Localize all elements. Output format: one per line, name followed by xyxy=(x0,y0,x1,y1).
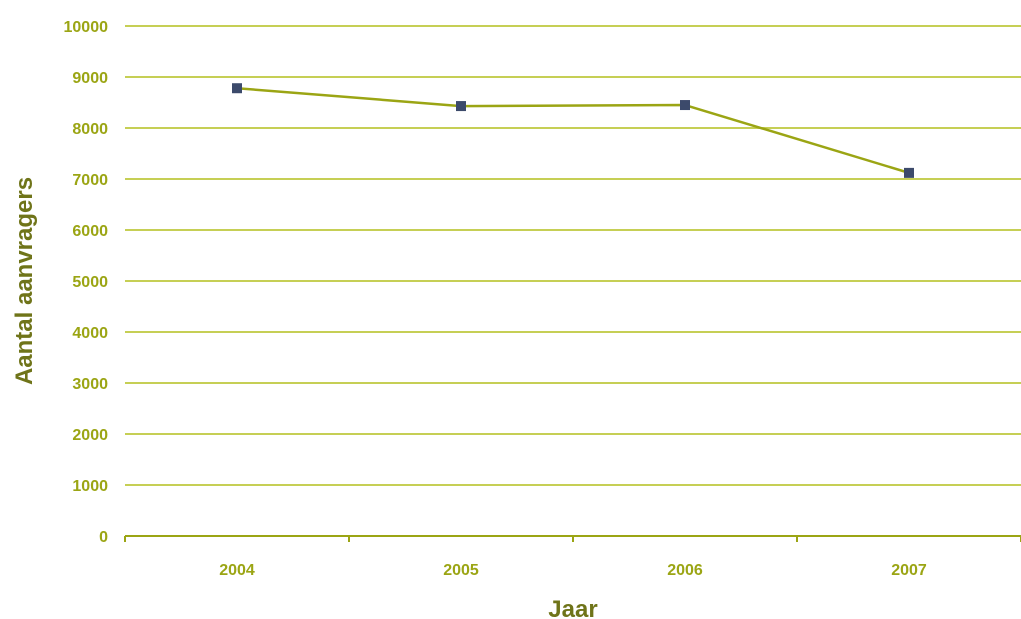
x-axis-title: Jaar xyxy=(548,596,597,619)
x-tick-label: 2007 xyxy=(891,562,927,579)
x-tick-label: 2006 xyxy=(667,562,703,579)
y-tick-label: 5000 xyxy=(72,274,108,291)
y-axis-title: Aantal aanvragers xyxy=(11,177,38,385)
data-point-marker xyxy=(680,100,690,111)
y-tick-label: 7000 xyxy=(72,172,108,189)
y-tick-label: 10000 xyxy=(64,19,109,36)
x-tick-label: 2004 xyxy=(219,562,255,579)
y-tick-label: 9000 xyxy=(72,70,108,87)
axes xyxy=(124,535,1021,542)
y-tick-label: 8000 xyxy=(72,121,108,138)
y-tick-label: 3000 xyxy=(72,376,108,393)
y-tick-label: 4000 xyxy=(72,325,108,342)
y-tick-label: 2000 xyxy=(72,427,108,444)
data-point-marker xyxy=(904,167,914,178)
y-tick-label: 1000 xyxy=(72,478,108,495)
x-tick-labels: 2004 2005 2006 2007 xyxy=(219,562,927,579)
gridlines xyxy=(125,25,1021,486)
y-tick-labels: 0 1000 2000 3000 4000 5000 6000 7000 8000 9000 100… xyxy=(64,19,109,546)
y-tick-label: 6000 xyxy=(72,223,108,240)
x-tick-label: 2005 xyxy=(443,562,479,579)
series-line xyxy=(236,86,910,175)
data-point-marker xyxy=(232,83,242,94)
data-series xyxy=(232,83,914,178)
data-point-marker xyxy=(456,101,466,112)
y-tick-label: 0 xyxy=(99,529,108,546)
